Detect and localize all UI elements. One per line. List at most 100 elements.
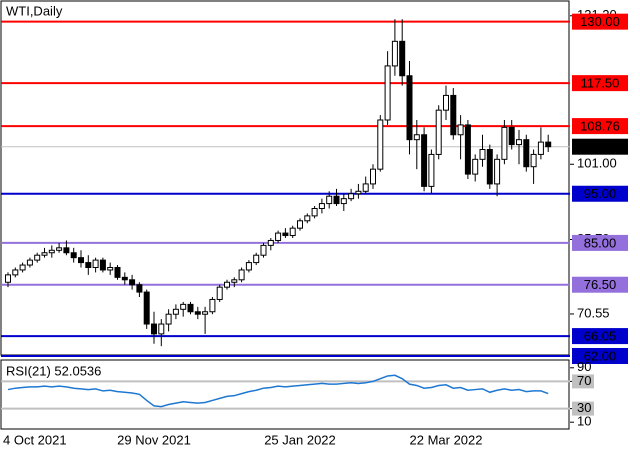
candle-body (238, 269, 245, 281)
candle-body (318, 203, 325, 209)
rsi-title: RSI(21) 52.0536 (6, 363, 101, 378)
candle-body (165, 313, 172, 325)
candle-body (464, 124, 471, 175)
candle-body (530, 153, 537, 168)
candle-body (516, 139, 522, 146)
candle-body (41, 252, 48, 256)
candle-body (63, 247, 70, 254)
level-label: 95.00 (584, 186, 617, 201)
candle-body (370, 168, 376, 185)
candle-body (472, 158, 479, 175)
candle-body (187, 303, 194, 313)
rsi-tick-box (572, 374, 594, 389)
candle-body (348, 193, 355, 200)
rsi-panel (0, 359, 570, 430)
candle-body (231, 279, 238, 283)
candle-body (129, 279, 136, 286)
candle-body (267, 239, 274, 246)
candle-body (501, 126, 508, 160)
candle-body (450, 94, 457, 136)
candle-body (19, 264, 26, 271)
candle-body (114, 267, 121, 278)
candle-body (297, 220, 303, 229)
candle-body (289, 227, 296, 237)
level-label-box (572, 348, 628, 364)
rsi-tick-label: 10 (577, 414, 591, 429)
x-tick-label: 4 Oct 2021 (3, 432, 67, 447)
rsi-line (7, 374, 549, 408)
candle-body (136, 284, 143, 293)
candle-body (406, 75, 413, 141)
level-label: 117.50 (581, 76, 620, 91)
candle-body (333, 195, 340, 205)
last-price-label: 104.57 (580, 139, 620, 154)
candle-body (209, 298, 216, 313)
level-label-box (572, 328, 628, 345)
rsi-tick-label: 90 (577, 359, 591, 374)
rsi-tick-box (572, 401, 594, 416)
y-tick-label: 70.55 (577, 305, 610, 320)
price-panel (0, 0, 570, 356)
x-tick-label: 22 Mar 2022 (410, 432, 483, 447)
candle-body (245, 262, 252, 271)
rsi-tick-label: 30 (577, 400, 591, 415)
chart-title: WTI,Daily (6, 3, 63, 18)
axis-layer: 131.20101.0085.7070.55130.00117.50108.76… (3, 7, 628, 447)
x-tick-label: 29 Nov 2021 (117, 432, 191, 447)
candle-body (340, 198, 347, 205)
candle-body (85, 262, 92, 269)
level-label-box (572, 13, 628, 30)
candle-body (260, 244, 267, 256)
candle-body (158, 323, 165, 335)
candle-body (5, 274, 11, 283)
candle-body (107, 267, 114, 271)
candle-body (508, 126, 515, 146)
candle-body (172, 308, 179, 315)
level-label: 76.50 (584, 277, 617, 292)
candle-body (48, 249, 55, 254)
candle-body (180, 303, 187, 310)
candle-body (253, 254, 260, 264)
candle-body (202, 311, 209, 315)
candle-body (26, 259, 33, 266)
candle-body (224, 281, 230, 288)
candle-body (457, 124, 464, 136)
candle-body (78, 257, 84, 264)
candle-body (194, 311, 201, 315)
level-label-box (572, 185, 628, 202)
candle-body (523, 139, 530, 168)
candle-body (391, 40, 398, 67)
level-label: 66.05 (584, 329, 617, 344)
rsi-layer (1, 374, 570, 410)
level-label-box (572, 234, 628, 251)
level-label-box (572, 75, 628, 92)
candle-body (70, 252, 77, 259)
candle-body (216, 286, 223, 300)
candle-body (377, 119, 384, 170)
candle-body (56, 247, 63, 251)
candle-body (151, 323, 157, 335)
candle-body (537, 141, 544, 155)
candle-body (545, 141, 552, 148)
candle-body (92, 259, 99, 268)
candle-body (421, 134, 428, 187)
candle-body (143, 291, 150, 325)
candle-body (435, 109, 442, 155)
candle-body (282, 232, 289, 237)
candle-body (399, 40, 406, 77)
candle-body (428, 153, 435, 187)
candle-body (304, 215, 311, 222)
candle-body (326, 195, 333, 205)
x-tick-label: 25 Jan 2022 (264, 432, 336, 447)
candle-body (443, 94, 449, 111)
price-layer (1, 19, 570, 357)
candle-body (486, 149, 493, 185)
level-label: 108.76 (580, 119, 620, 134)
level-label-box (572, 276, 628, 293)
candle-body (355, 190, 362, 195)
candle-body (121, 276, 128, 281)
candle-body (99, 259, 106, 271)
level-label-box (572, 118, 628, 135)
